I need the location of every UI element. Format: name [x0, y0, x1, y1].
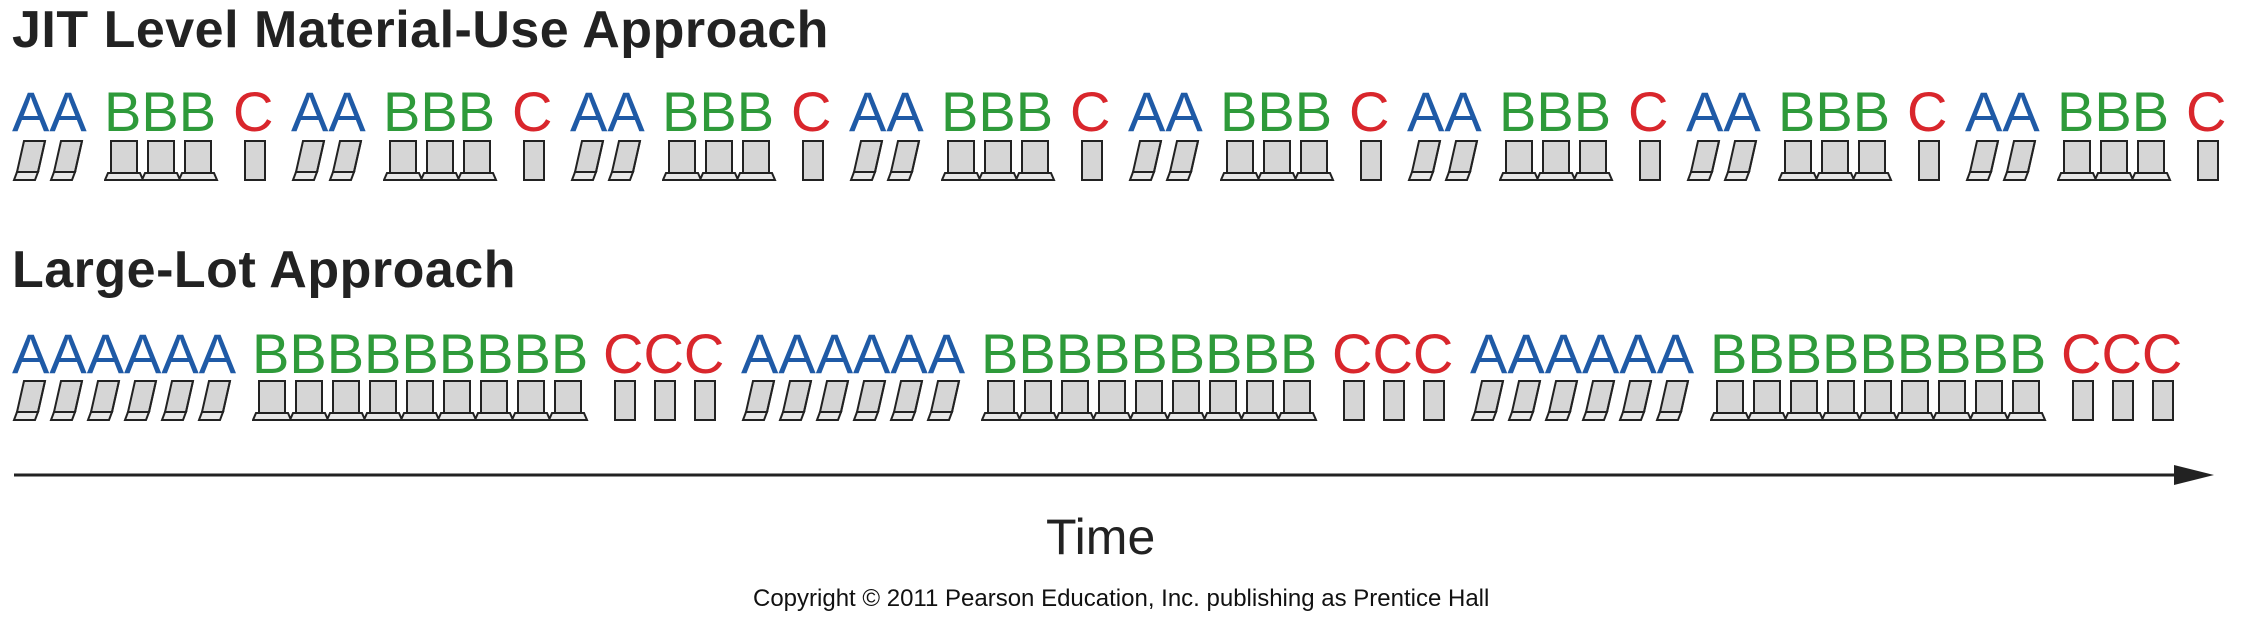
jit-approach-title: JIT Level Material-Use Approach [12, 1, 829, 59]
laptop-icon [12, 380, 232, 421]
jit-label-b: BBB [104, 80, 217, 143]
jit-label-a: AA [291, 80, 366, 143]
laptop-icon [1965, 140, 2037, 181]
jit-label-a: AA [1407, 80, 1482, 143]
tablet-icon [2072, 380, 2174, 421]
tablet-icon [1918, 140, 1940, 181]
tablet-icon [1360, 140, 1382, 181]
copyright-notice: Copyright © 2011 Pearson Education, Inc.… [753, 585, 1490, 612]
laptop-icon [981, 380, 1318, 421]
jit-label-b: BBB [1778, 80, 1891, 143]
jit-label-b: BBB [662, 80, 775, 143]
laptop-icon [1220, 140, 1335, 181]
jit-label-b: BBB [1220, 80, 1333, 143]
laptop-icon [849, 140, 921, 181]
lot-label-b: BBBBBBBBB [252, 322, 589, 385]
lot-label-a: AAAAAA [12, 322, 237, 385]
jit-label-a: AA [1128, 80, 1203, 143]
tablet-icon [523, 140, 545, 181]
tablet-icon [614, 380, 716, 421]
jit-label-a: AA [849, 80, 924, 143]
jit-label-c: C [1070, 80, 1111, 143]
time-axis-arrowhead [2174, 465, 2214, 485]
laptop-icon [383, 140, 498, 181]
tablet-icon [1081, 140, 1103, 181]
tablet-icon [802, 140, 824, 181]
laptop-icon [1710, 380, 2047, 421]
lot-label-a: AAAAAA [741, 322, 966, 385]
tablet-icon [1639, 140, 1661, 181]
jit-label-c: C [1628, 80, 1669, 143]
jit-label-a: AA [1965, 80, 2040, 143]
large-lot-approach-title: Large-Lot Approach [12, 241, 516, 299]
time-axis-label: Time [1046, 509, 1156, 565]
jit-label-c: C [2186, 80, 2227, 143]
laptop-icon [12, 140, 84, 181]
jit-label-c: C [512, 80, 553, 143]
jit-label-b: BBB [941, 80, 1054, 143]
tablet-icon [244, 140, 266, 181]
jit-label-a: AA [1686, 80, 1761, 143]
laptop-icon [1407, 140, 1479, 181]
laptop-icon [291, 140, 363, 181]
lot-label-a: AAAAAA [1470, 322, 1695, 385]
lot-label-b: BBBBBBBBB [1710, 322, 2047, 385]
laptop-icon [2057, 140, 2172, 181]
tablet-icon [2197, 140, 2219, 181]
laptop-icon [941, 140, 1056, 181]
laptop-icon [570, 140, 642, 181]
time-axis-arrow [14, 465, 2214, 485]
laptop-icon [252, 380, 589, 421]
lot-label-c: CCC [2061, 322, 2183, 385]
laptop-icon [1686, 140, 1758, 181]
jit-label-a: AA [570, 80, 645, 143]
jit-label-c: C [1349, 80, 1390, 143]
laptop-icon [1128, 140, 1200, 181]
lot-label-b: BBBBBBBBB [981, 322, 1318, 385]
laptop-icon [662, 140, 777, 181]
laptop-icon [104, 140, 219, 181]
laptop-icon [1499, 140, 1614, 181]
jit-label-a: AA [12, 80, 87, 143]
laptop-icon [741, 380, 961, 421]
jit-label-b: BBB [383, 80, 496, 143]
laptop-icon [1778, 140, 1893, 181]
jit-label-b: BBB [1499, 80, 1612, 143]
laptop-icon [1470, 380, 1690, 421]
jit-label-b: BBB [2057, 80, 2170, 143]
jit-label-c: C [233, 80, 274, 143]
lot-label-c: CCC [603, 322, 725, 385]
jit-label-c: C [791, 80, 832, 143]
lot-label-c: CCC [1332, 322, 1454, 385]
jit-label-c: C [1907, 80, 1948, 143]
tablet-icon [1343, 380, 1445, 421]
